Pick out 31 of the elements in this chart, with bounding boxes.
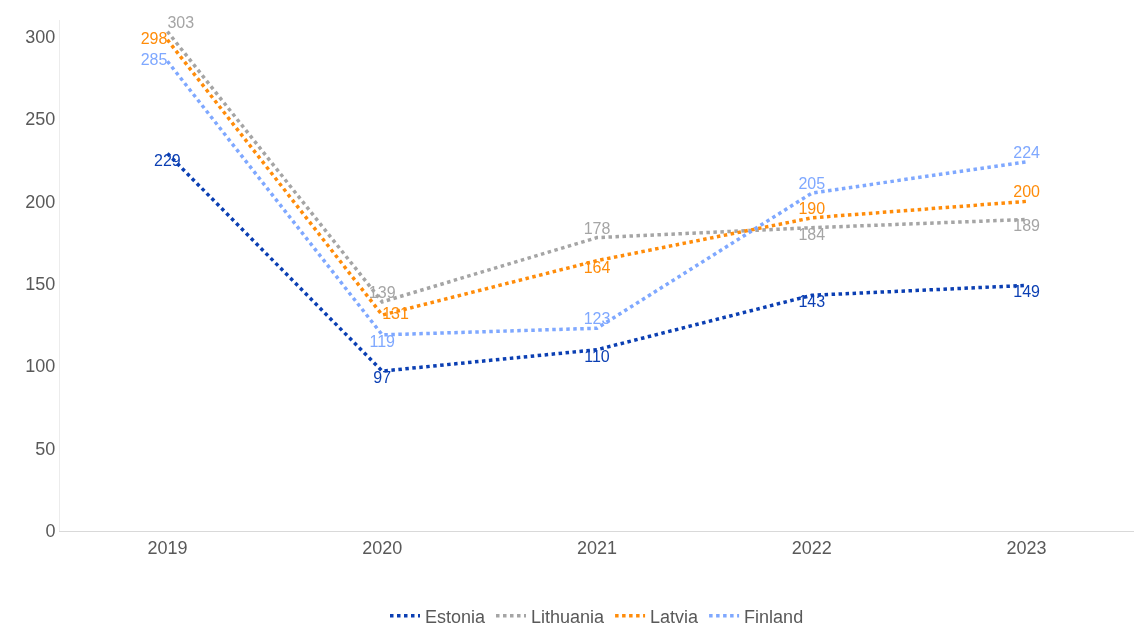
- data-label: 189: [1013, 217, 1041, 235]
- data-label: 110: [584, 347, 610, 365]
- data-label: 205: [798, 175, 826, 193]
- data-label: 285: [140, 51, 168, 69]
- data-label: 224: [1013, 143, 1041, 161]
- x-tick-label: 2023: [1006, 537, 1047, 558]
- y-tick-label: 100: [25, 356, 56, 377]
- legend-label: Latvia: [650, 606, 700, 627]
- legend-label: Finland: [744, 606, 804, 627]
- data-label: 200: [1013, 183, 1041, 201]
- x-tick-label: 2022: [791, 537, 832, 558]
- y-tick-label: 250: [25, 109, 56, 130]
- x-tick-label: 2020: [362, 537, 403, 558]
- y-tick-label: 300: [25, 26, 56, 47]
- data-label: 190: [798, 199, 826, 217]
- y-tick-label: 150: [25, 274, 56, 295]
- data-label: 149: [1013, 283, 1041, 301]
- data-label: 298: [140, 29, 168, 47]
- data-label: 303: [167, 13, 195, 31]
- data-label: 164: [583, 258, 611, 276]
- x-tick-label: 2021: [576, 537, 618, 558]
- data-label: 119: [369, 332, 396, 350]
- legend-label: Estonia: [425, 606, 487, 627]
- y-tick-label: 50: [35, 438, 56, 459]
- legend-label: Lithuania: [531, 606, 606, 627]
- data-label: 139: [368, 283, 396, 301]
- data-label: 184: [798, 225, 826, 243]
- y-tick-label: 0: [45, 521, 56, 542]
- x-tick-label: 2019: [147, 537, 188, 558]
- data-label: 178: [583, 219, 611, 237]
- y-tick-label: 200: [25, 191, 56, 212]
